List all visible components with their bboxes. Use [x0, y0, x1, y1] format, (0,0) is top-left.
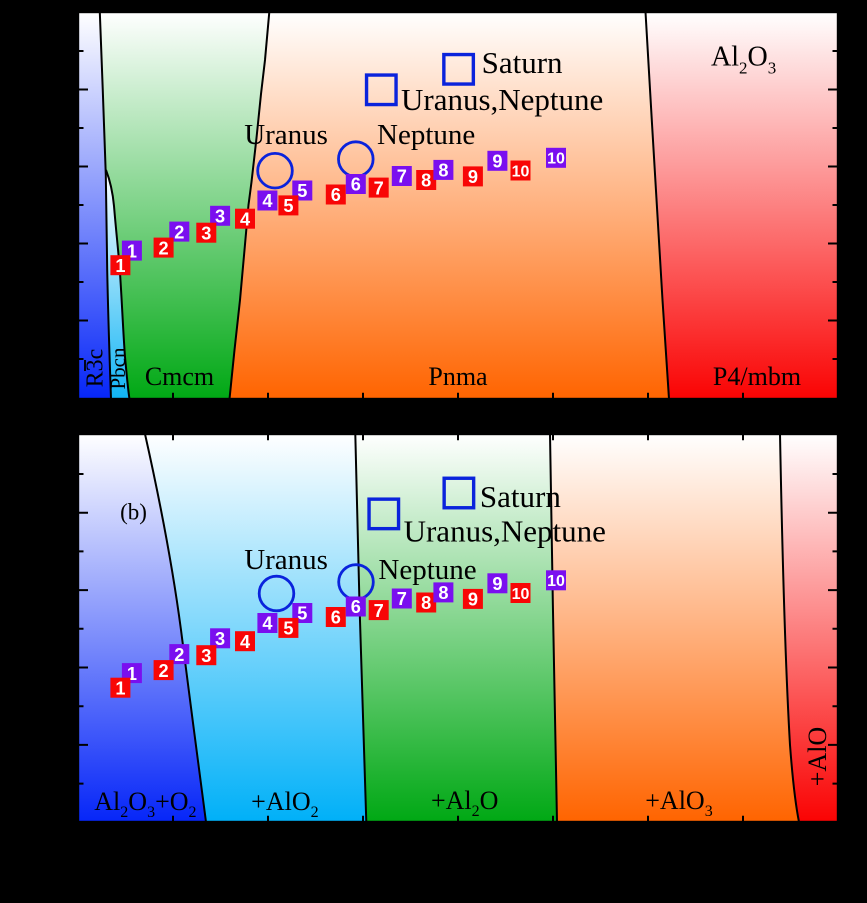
svg-text:5: 5 [283, 196, 293, 216]
svg-text:2: 2 [159, 661, 169, 681]
svg-text:Al2O3+O2: Al2O3+O2 [94, 787, 196, 821]
svg-text:8: 8 [438, 583, 448, 603]
svg-text:3: 3 [215, 629, 225, 649]
svg-text:6: 6 [331, 185, 341, 205]
svg-text:Pbcn: Pbcn [106, 347, 130, 390]
svg-text:9: 9 [468, 167, 478, 187]
svg-text:5: 5 [297, 181, 307, 201]
svg-text:4: 4 [262, 614, 273, 634]
svg-text:7: 7 [374, 601, 384, 621]
svg-text:6: 6 [351, 175, 361, 195]
svg-text:+AlO2: +AlO2 [251, 787, 318, 821]
svg-text:10: 10 [512, 163, 530, 180]
svg-text:5: 5 [283, 619, 293, 639]
svg-text:8: 8 [421, 593, 431, 613]
svg-text:Cmcm: Cmcm [145, 362, 214, 391]
svg-text:10: 10 [547, 151, 565, 168]
svg-text:1: 1 [115, 256, 125, 276]
svg-text:3: 3 [201, 646, 211, 666]
svg-text:9: 9 [492, 574, 502, 594]
svg-text:Saturn: Saturn [482, 45, 563, 80]
svg-text:7: 7 [374, 178, 384, 198]
svg-text:+Al2O: +Al2O [431, 786, 498, 820]
svg-text:6: 6 [351, 597, 361, 617]
svg-text:Uranus,Neptune: Uranus,Neptune [401, 82, 603, 117]
svg-text:4: 4 [262, 191, 273, 211]
svg-text:9: 9 [468, 590, 478, 610]
svg-text:3: 3 [201, 223, 211, 243]
svg-text:7: 7 [397, 589, 407, 609]
svg-text:Neptune: Neptune [378, 554, 476, 586]
svg-text:9: 9 [492, 152, 502, 172]
svg-text:8: 8 [421, 171, 431, 191]
svg-text:5: 5 [297, 604, 307, 624]
svg-text:1: 1 [115, 678, 125, 698]
svg-text:+AlO: +AlO [803, 727, 832, 786]
svg-text:(b): (b) [120, 500, 147, 525]
svg-text:4: 4 [240, 632, 251, 652]
svg-text:10: 10 [512, 586, 530, 603]
svg-text:Pnma: Pnma [428, 362, 488, 391]
svg-text:6: 6 [331, 608, 341, 628]
svg-text:P4/mbm: P4/mbm [713, 362, 801, 391]
svg-text:Uranus: Uranus [244, 544, 328, 576]
svg-text:4: 4 [240, 209, 251, 229]
svg-text:Uranus,Neptune: Uranus,Neptune [404, 513, 606, 548]
svg-text:2: 2 [174, 222, 184, 242]
svg-text:Uranus: Uranus [244, 119, 328, 151]
svg-text:1: 1 [127, 664, 137, 684]
svg-text:2: 2 [159, 238, 169, 258]
svg-text:Saturn: Saturn [480, 479, 561, 514]
svg-text:R3c: R3c [83, 349, 109, 388]
svg-text:10: 10 [547, 573, 565, 590]
svg-text:8: 8 [438, 161, 448, 181]
svg-text:7: 7 [397, 167, 407, 187]
svg-text:+AlO3: +AlO3 [645, 786, 712, 820]
svg-text:Neptune: Neptune [377, 119, 475, 151]
svg-text:2: 2 [174, 645, 184, 665]
svg-text:1: 1 [127, 241, 137, 261]
svg-text:3: 3 [215, 207, 225, 227]
